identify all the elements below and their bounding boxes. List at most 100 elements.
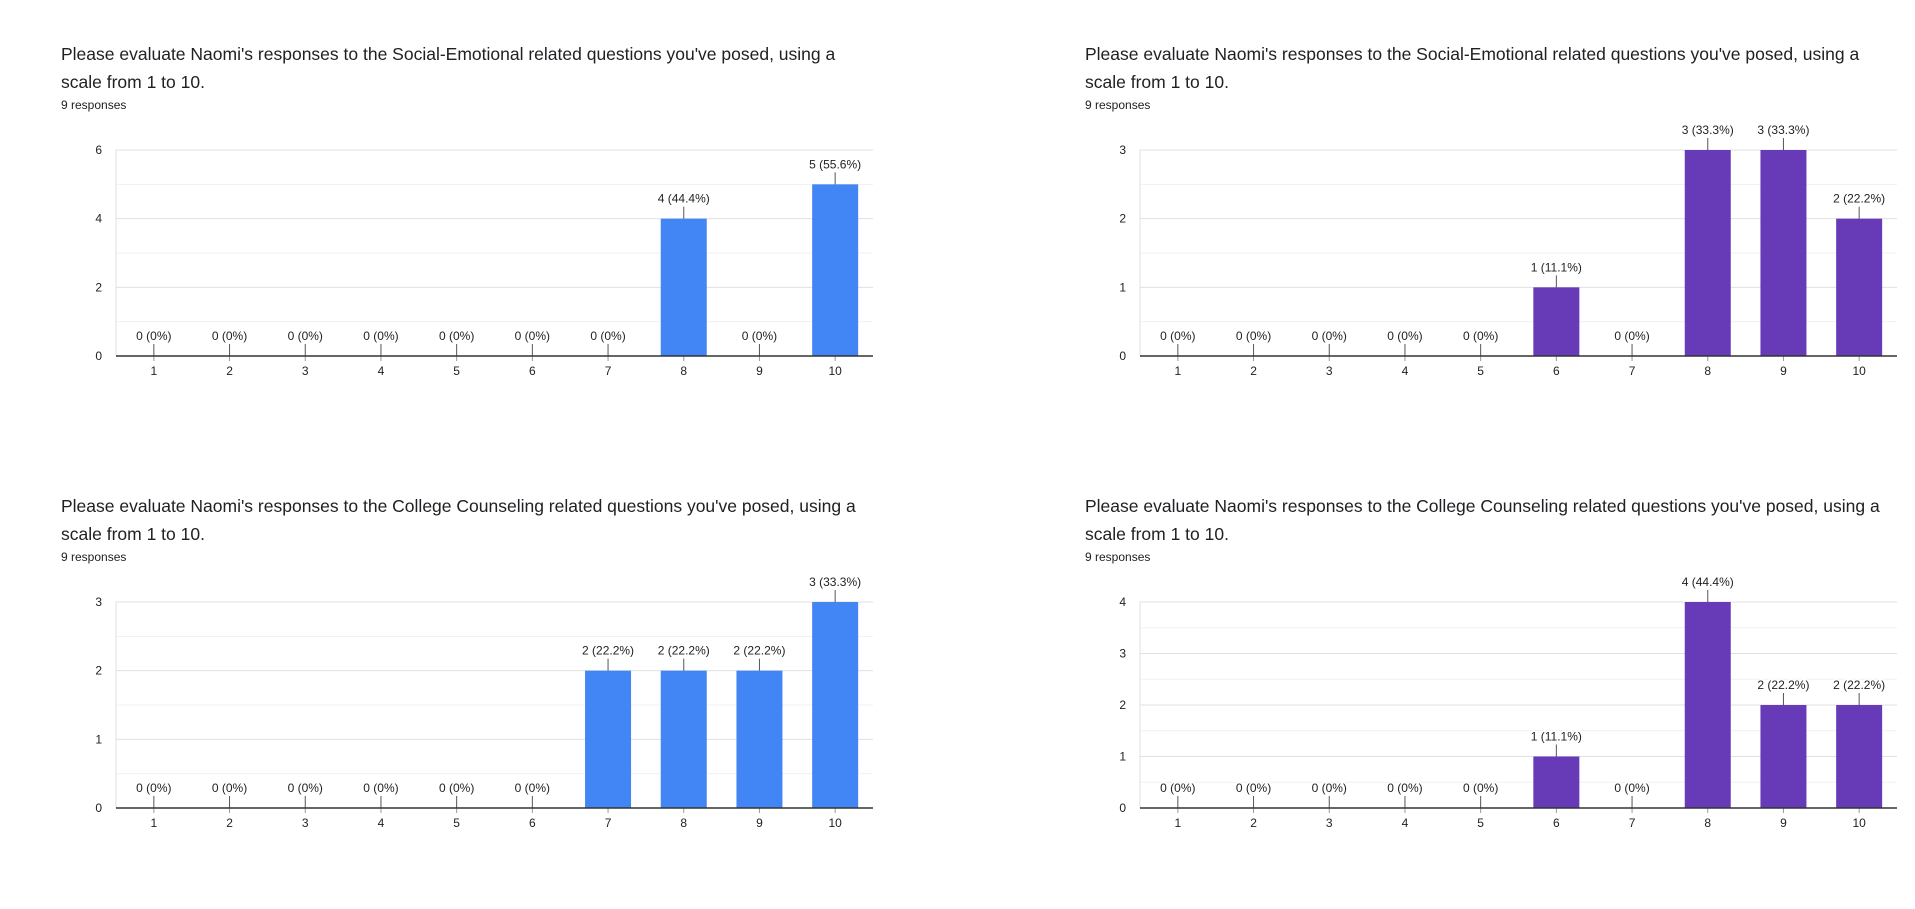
data-label: 0 (0%): [1387, 781, 1422, 795]
data-label: 0 (0%): [1160, 329, 1195, 343]
x-tick-label: 5: [1477, 364, 1484, 378]
y-tick-label: 4: [1119, 595, 1126, 609]
data-label: 3 (33.3%): [1757, 123, 1809, 137]
data-label: 3 (33.3%): [809, 575, 861, 589]
x-tick-label: 8: [1704, 364, 1711, 378]
data-label: 0 (0%): [515, 781, 550, 795]
data-label: 2 (22.2%): [1757, 678, 1809, 692]
bar: [660, 670, 707, 808]
data-label: 0 (0%): [363, 329, 398, 343]
data-label: 5 (55.6%): [809, 157, 861, 171]
x-tick-label: 3: [302, 364, 309, 378]
response-count: 9 responses: [61, 550, 127, 564]
x-tick-label: 7: [605, 816, 612, 830]
bar-chart-2: 0 1 2 3 0 (0%) 1 0 (0%) 2 0 (0%) 3 0 (0%) 4 0 (0%) 5 1…: [1119, 122, 1897, 378]
data-label: 0 (0%): [515, 329, 550, 343]
data-label: 0 (0%): [1387, 329, 1422, 343]
bar: [660, 218, 707, 356]
y-tick-label: 0: [1119, 349, 1126, 363]
x-tick-label: 2: [1250, 364, 1257, 378]
x-tick-label: 6: [1553, 364, 1560, 378]
y-tick-label: 0: [1119, 801, 1126, 815]
bar: [1760, 705, 1807, 808]
question-title: Please evaluate Naomi's responses to the…: [1085, 496, 1880, 544]
x-tick-label: 6: [529, 364, 536, 378]
question-title: Please evaluate Naomi's responses to the…: [61, 44, 836, 92]
x-tick-label: 10: [828, 364, 842, 378]
x-tick-label: 2: [226, 364, 233, 378]
data-label: 0 (0%): [590, 329, 625, 343]
x-tick-label: 1: [1175, 816, 1182, 830]
x-tick-label: 4: [378, 816, 385, 830]
data-label: 4 (44.4%): [1682, 575, 1734, 589]
y-tick-label: 1: [1119, 280, 1126, 294]
data-label: 0 (0%): [212, 781, 247, 795]
bar: [1684, 602, 1731, 808]
data-label: 0 (0%): [136, 329, 171, 343]
bar: [1684, 150, 1731, 356]
data-label: 0 (0%): [1463, 329, 1498, 343]
x-tick-label: 9: [756, 816, 763, 830]
data-label: 0 (0%): [1312, 781, 1347, 795]
data-label: 0 (0%): [439, 329, 474, 343]
data-label: 2 (22.2%): [733, 644, 785, 658]
bar: [1533, 756, 1580, 808]
x-tick-label: 9: [1780, 816, 1787, 830]
data-label: 1 (11.1%): [1531, 260, 1582, 274]
data-label: 0 (0%): [1160, 781, 1195, 795]
data-label: 2 (22.2%): [1833, 678, 1885, 692]
bar-chart-3: 0 1 2 3 0 (0%) 1 0 (0%) 2 0 (0%) 3 0 (0%) 4 0 (0%) 5 0…: [95, 574, 873, 830]
x-tick-label: 5: [1477, 816, 1484, 830]
x-tick-label: 10: [828, 816, 842, 830]
x-tick-label: 4: [1402, 816, 1409, 830]
y-tick-label: 2: [1119, 698, 1126, 712]
bar: [736, 670, 783, 808]
bar-chart-1: 0 2 4 6 0 (0%) 1 0 (0%) 2 0 (0%) 3 0 (0%) 4 0 (0%) 5 0…: [95, 143, 873, 378]
x-tick-label: 5: [453, 364, 460, 378]
bar: [812, 602, 859, 808]
x-tick-label: 1: [151, 816, 158, 830]
x-tick-label: 6: [529, 816, 536, 830]
x-tick-label: 1: [151, 364, 158, 378]
data-label: 4 (44.4%): [658, 192, 710, 206]
x-tick-label: 6: [1553, 816, 1560, 830]
bar: [812, 184, 859, 356]
x-tick-label: 3: [302, 816, 309, 830]
bar: [585, 670, 632, 808]
x-tick-label: 3: [1326, 816, 1333, 830]
data-label: 3 (33.3%): [1682, 123, 1734, 137]
data-label: 0 (0%): [136, 781, 171, 795]
x-tick-label: 10: [1852, 816, 1866, 830]
x-tick-label: 2: [226, 816, 233, 830]
data-label: 1 (11.1%): [1531, 730, 1582, 744]
chart-panel-3: Please evaluate Naomi's responses to the…: [61, 492, 873, 830]
chart-panel-4: Please evaluate Naomi's responses to the…: [1085, 492, 1897, 830]
x-tick-label: 8: [680, 364, 687, 378]
data-label: 0 (0%): [1312, 329, 1347, 343]
y-tick-label: 1: [1119, 750, 1126, 764]
data-label: 0 (0%): [1614, 329, 1649, 343]
x-tick-label: 4: [1402, 364, 1409, 378]
y-tick-label: 2: [95, 280, 102, 294]
y-tick-label: 1: [95, 732, 102, 746]
x-tick-label: 8: [1704, 816, 1711, 830]
x-tick-label: 10: [1852, 364, 1866, 378]
data-label: 2 (22.2%): [1833, 192, 1885, 206]
data-label: 0 (0%): [742, 329, 777, 343]
data-label: 0 (0%): [439, 781, 474, 795]
response-count: 9 responses: [1085, 98, 1151, 112]
bar: [1836, 705, 1883, 808]
data-label: 2 (22.2%): [658, 644, 710, 658]
x-tick-label: 2: [1250, 816, 1257, 830]
bar: [1836, 218, 1883, 356]
y-tick-label: 3: [1119, 647, 1126, 661]
data-label: 0 (0%): [212, 329, 247, 343]
x-tick-label: 9: [756, 364, 763, 378]
x-tick-label: 5: [453, 816, 460, 830]
y-tick-label: 3: [95, 595, 102, 609]
y-tick-label: 2: [1119, 212, 1126, 226]
x-tick-label: 8: [680, 816, 687, 830]
data-label: 0 (0%): [1614, 781, 1649, 795]
x-tick-label: 7: [1629, 816, 1636, 830]
y-tick-label: 3: [1119, 143, 1126, 157]
